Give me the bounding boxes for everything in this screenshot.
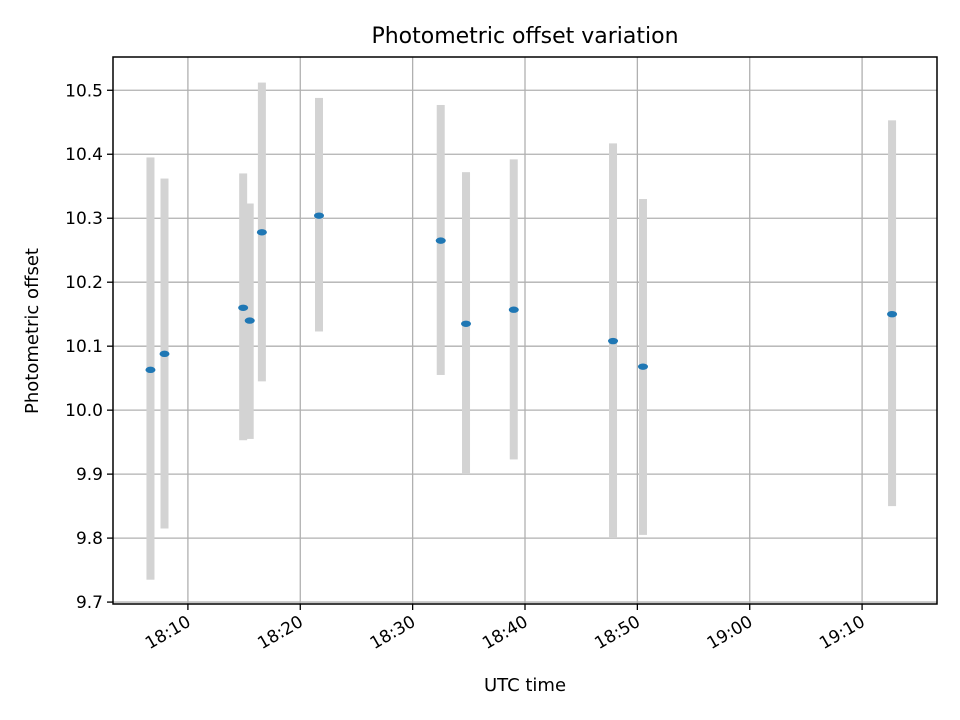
data-point xyxy=(887,310,898,318)
x-tick-label: 18:10 xyxy=(142,612,194,654)
data-point xyxy=(461,320,472,327)
data-points xyxy=(145,212,898,374)
data-point xyxy=(637,363,648,370)
x-tick-label: 18:20 xyxy=(254,612,306,654)
y-axis-ticks: 9.7 9.8 9.9 10.0 10.1 10.2 10.3 10.4 10.5 xyxy=(65,81,113,613)
y-tick-label: 10.2 xyxy=(65,273,103,293)
data-point xyxy=(238,304,249,311)
data-point xyxy=(145,366,156,374)
y-tick-label: 10.3 xyxy=(65,209,103,229)
data-point xyxy=(435,237,446,244)
data-point xyxy=(244,317,255,324)
y-tick-label: 9.7 xyxy=(76,593,103,613)
y-tick-label: 10.5 xyxy=(65,81,103,101)
x-tick-label: 18:40 xyxy=(479,612,531,654)
data-point xyxy=(508,306,519,313)
data-point xyxy=(608,337,619,345)
y-tick-label: 10.4 xyxy=(65,145,103,165)
x-tick-label: 18:50 xyxy=(591,612,643,654)
grid xyxy=(113,57,937,604)
chart-title: Photometric offset variation xyxy=(371,24,678,49)
y-axis-label: Photometric offset xyxy=(22,248,43,414)
data-point xyxy=(256,229,267,236)
x-axis-label: UTC time xyxy=(484,675,566,696)
x-tick-label: 19:10 xyxy=(816,612,868,654)
y-tick-label: 9.8 xyxy=(76,529,103,549)
x-tick-label: 19:00 xyxy=(704,612,756,654)
x-tick-label: 18:30 xyxy=(367,612,419,654)
data-point xyxy=(314,212,324,219)
x-axis-ticks: 18:10 18:20 18:30 18:40 18:50 19:00 19:10 xyxy=(142,604,869,654)
y-tick-label: 9.9 xyxy=(76,465,103,485)
y-tick-label: 10.0 xyxy=(65,401,103,421)
error-bars xyxy=(146,82,897,580)
y-tick-label: 10.1 xyxy=(65,337,103,357)
data-point xyxy=(159,350,170,358)
